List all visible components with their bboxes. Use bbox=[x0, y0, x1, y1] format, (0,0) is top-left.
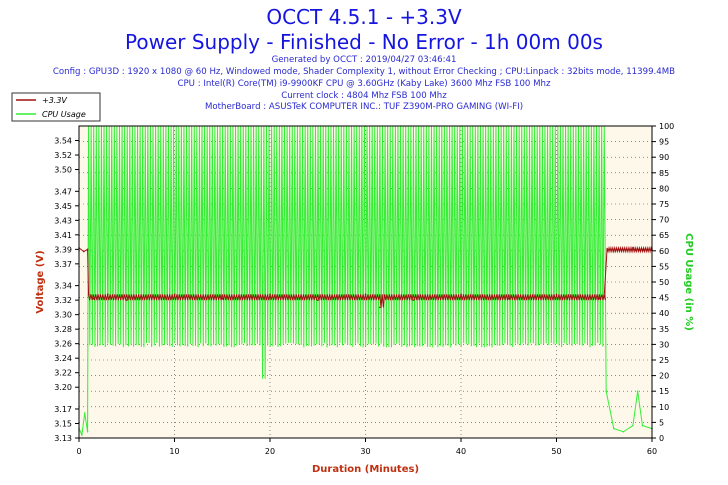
voltage-data-point bbox=[106, 293, 109, 296]
y-tick-label: 3.45 bbox=[54, 202, 72, 211]
voltage-data-point bbox=[316, 299, 319, 301]
y2-tick-label: 0 bbox=[659, 434, 664, 443]
cpu-data-point bbox=[622, 430, 625, 433]
x-tick-label: 0 bbox=[76, 447, 81, 456]
voltage-data-point bbox=[412, 299, 415, 301]
motherboard-line: MotherBoard : ASUSTeK COMPUTER INC.: TUF… bbox=[204, 102, 524, 112]
x-axis-label: Duration (Minutes) bbox=[312, 464, 419, 475]
y-tick-label: 3.24 bbox=[54, 354, 72, 363]
voltage-data-point bbox=[507, 297, 510, 300]
cpu-data-point bbox=[613, 427, 615, 430]
cpu-data-point bbox=[81, 434, 83, 436]
y-tick-label: 3.47 bbox=[54, 187, 72, 196]
x-tick-label: 60 bbox=[647, 447, 657, 456]
y-axis-label: Voltage (V) bbox=[35, 250, 46, 313]
cpu-data-point bbox=[86, 430, 89, 433]
x-tick-label: 40 bbox=[456, 447, 466, 456]
plot-frame bbox=[78, 125, 653, 439]
y-tick-label: 3.37 bbox=[54, 260, 72, 269]
voltage-data-point bbox=[598, 297, 601, 300]
y2-tick-label: 20 bbox=[659, 372, 669, 381]
voltage-data-point bbox=[383, 294, 386, 297]
y2-tick-label: 65 bbox=[659, 231, 669, 240]
cpu-data-point bbox=[605, 390, 607, 393]
voltage-data-point bbox=[364, 293, 367, 296]
voltage-data-point bbox=[125, 299, 128, 301]
y2-tick-label: 30 bbox=[659, 340, 669, 349]
chart-title: OCCT 4.5.1 - +3.3V bbox=[266, 5, 462, 29]
series-cpu-usage bbox=[78, 125, 653, 437]
y2-tick-label: 40 bbox=[659, 309, 669, 318]
y-tick-label: 3.39 bbox=[54, 245, 72, 254]
y-tick-label: 3.30 bbox=[54, 311, 72, 320]
voltage-data-point bbox=[86, 248, 89, 251]
y2-tick-label: 5 bbox=[659, 418, 664, 427]
x-tick-label: 20 bbox=[265, 447, 275, 456]
voltage-data-point bbox=[555, 293, 558, 296]
y2-tick-label: 15 bbox=[659, 387, 669, 396]
y-tick-label: 3.54 bbox=[54, 137, 72, 146]
y2-tick-label: 80 bbox=[659, 184, 669, 193]
y-tick-label: 3.17 bbox=[54, 405, 72, 414]
x-tick-label: 10 bbox=[169, 447, 179, 456]
y2-tick-label: 60 bbox=[659, 247, 669, 256]
y-tick-label: 3.50 bbox=[54, 166, 72, 175]
voltage-data-point bbox=[379, 306, 381, 309]
y-tick-label: 3.13 bbox=[54, 434, 72, 443]
y2-tick-label: 50 bbox=[659, 278, 669, 287]
legend-cpu-label: CPU Usage bbox=[42, 110, 86, 119]
cpu-data-point bbox=[632, 424, 634, 427]
y2-tick-label: 45 bbox=[659, 294, 669, 303]
y-tick-label: 3.32 bbox=[54, 296, 72, 305]
cpu-data-point bbox=[83, 412, 86, 414]
cpu-data-point bbox=[636, 390, 639, 393]
voltage-data-point bbox=[613, 250, 615, 253]
cpu-line: CPU : Intel(R) Core(TM) i9-9900KF CPU @ … bbox=[177, 79, 551, 89]
voltage-data-point bbox=[87, 293, 90, 296]
y2-tick-label: 75 bbox=[659, 200, 669, 209]
y2-tick-label: 10 bbox=[659, 403, 669, 412]
voltage-data-point bbox=[221, 297, 224, 300]
y2-tick-label: 100 bbox=[659, 122, 674, 131]
y2-tick-label: 55 bbox=[659, 262, 669, 271]
series-3v3-voltage bbox=[78, 245, 653, 308]
y-tick-label: 3.41 bbox=[54, 231, 72, 240]
y-tick-label: 3.20 bbox=[54, 383, 72, 392]
voltage-data-point bbox=[92, 297, 95, 300]
chart-subtitle: Power Supply - Finished - No Error - 1h … bbox=[125, 30, 603, 54]
voltage-data-point bbox=[460, 293, 462, 296]
voltage-data-point bbox=[606, 248, 608, 251]
y-tick-label: 3.52 bbox=[54, 151, 72, 160]
voltage-data-point bbox=[632, 247, 634, 249]
y2-tick-label: 95 bbox=[659, 138, 669, 147]
y-tick-label: 3.22 bbox=[54, 369, 72, 378]
x-tick-label: 50 bbox=[551, 447, 561, 456]
legend-box bbox=[11, 92, 101, 122]
voltage-data-point bbox=[82, 250, 85, 253]
y-tick-label: 3.43 bbox=[54, 216, 72, 225]
y2-axis-label: CPU Usage (in %) bbox=[683, 233, 694, 331]
voltage-data-point bbox=[603, 294, 606, 297]
voltage-data-point bbox=[269, 293, 271, 296]
y-tick-label: 3.34 bbox=[54, 282, 72, 291]
voltage-data-point bbox=[173, 293, 176, 296]
y2-tick-label: 70 bbox=[659, 216, 669, 225]
y-tick-label: 3.15 bbox=[54, 419, 72, 428]
cpu-data-point bbox=[641, 424, 644, 427]
clock-line: Current clock : 4804 Mhz FSB 100 Mhz bbox=[281, 91, 447, 101]
generated-line: Generated by OCCT : 2019/04/27 03:46:41 bbox=[271, 55, 457, 65]
y2-tick-label: 25 bbox=[659, 356, 669, 365]
y-tick-label: 3.26 bbox=[54, 340, 72, 349]
y-tick-label: 3.28 bbox=[54, 325, 72, 334]
config-line: Config : GPU3D : 1920 x 1080 @ 60 Hz, Wi… bbox=[52, 67, 676, 77]
y2-tick-label: 85 bbox=[659, 169, 669, 178]
x-tick-label: 30 bbox=[360, 447, 370, 456]
y2-tick-label: 90 bbox=[659, 153, 669, 162]
legend-voltage-label: +3.3V bbox=[42, 96, 67, 105]
y2-tick-label: 35 bbox=[659, 325, 669, 334]
